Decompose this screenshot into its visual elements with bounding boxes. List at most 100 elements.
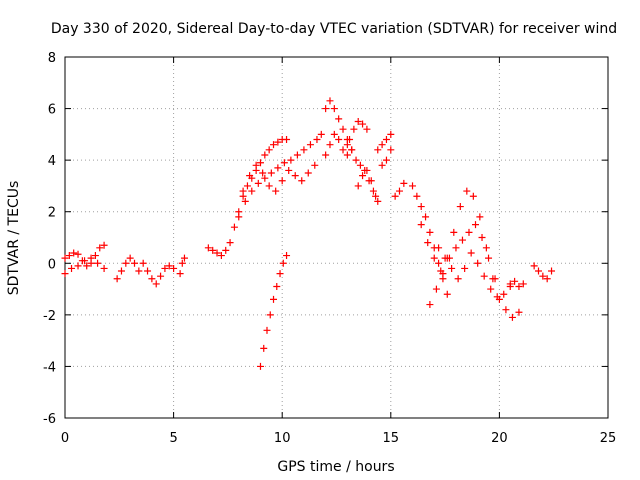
data-point <box>91 252 99 260</box>
data-point <box>276 270 284 278</box>
data-point <box>263 326 271 334</box>
data-point <box>387 146 395 154</box>
sdtvar-track-15 <box>374 130 395 154</box>
data-point <box>478 234 486 241</box>
data-point <box>300 146 308 154</box>
data-point <box>465 228 473 236</box>
data-point <box>266 311 274 319</box>
data-point <box>454 275 462 283</box>
data-point <box>539 272 547 280</box>
data-point <box>382 136 390 144</box>
data-point <box>476 213 484 221</box>
data-point <box>267 169 275 177</box>
data-point <box>435 259 443 267</box>
data-point <box>157 272 165 280</box>
data-points <box>61 97 556 370</box>
data-point <box>280 159 288 167</box>
data-point <box>387 130 395 138</box>
data-point <box>374 146 382 154</box>
y-ticks: -6 -4 -2 0 2 4 6 8 <box>43 51 608 427</box>
data-point <box>265 182 273 190</box>
sdtvar-track-12 <box>346 117 371 144</box>
data-point <box>261 174 269 182</box>
sdtvar-track-6 <box>204 136 291 260</box>
data-point <box>272 187 280 195</box>
data-point <box>426 228 434 236</box>
data-point <box>265 146 273 154</box>
data-point <box>65 252 73 260</box>
data-point <box>260 344 268 352</box>
sdtvar-track-2 <box>61 254 108 278</box>
data-point <box>122 259 130 267</box>
sdtvar-track-8 <box>239 161 319 195</box>
data-point <box>443 290 451 298</box>
data-point <box>261 151 269 159</box>
data-point <box>178 259 186 267</box>
data-point <box>139 259 147 267</box>
data-point <box>270 295 278 303</box>
data-point <box>363 166 371 174</box>
data-point <box>391 192 399 200</box>
x-tick-label: 10 <box>274 431 291 446</box>
data-point <box>543 275 551 283</box>
y-tick-label: -2 <box>43 309 56 324</box>
data-point <box>354 182 362 190</box>
data-point <box>81 257 89 265</box>
data-point <box>226 239 234 247</box>
x-tick-label: 5 <box>169 431 177 446</box>
data-point <box>61 254 69 262</box>
data-point <box>348 146 356 154</box>
x-ticks: 0 5 10 15 20 25 <box>61 57 616 446</box>
data-point <box>374 197 382 205</box>
sdtvar-track-21 <box>506 277 527 290</box>
sdtvar-track-14 <box>354 166 380 200</box>
data-point <box>298 177 306 185</box>
sdtvar-track-19 <box>426 221 499 309</box>
grid <box>65 57 608 418</box>
data-point <box>339 146 347 154</box>
data-point <box>395 187 403 195</box>
data-point <box>482 244 490 252</box>
data-point <box>274 164 282 172</box>
data-point <box>469 192 477 200</box>
data-point <box>326 141 334 149</box>
data-point <box>472 221 480 229</box>
data-point <box>458 236 466 244</box>
sdtvar-track-17 <box>409 182 451 298</box>
data-point <box>346 136 354 144</box>
data-point <box>417 203 425 211</box>
data-point <box>317 130 325 138</box>
data-point <box>176 270 184 278</box>
x-tick-label: 20 <box>491 431 508 446</box>
data-point <box>70 249 78 257</box>
data-point <box>270 141 278 149</box>
data-point <box>68 264 76 272</box>
plot-frame <box>64 56 609 419</box>
data-point <box>330 130 338 138</box>
sdtvar-track-5 <box>176 254 188 278</box>
data-point <box>463 187 471 195</box>
data-point <box>422 213 430 221</box>
data-point <box>359 120 367 128</box>
y-tick-label: 0 <box>48 257 56 272</box>
data-point <box>135 267 143 275</box>
data-point <box>519 280 527 288</box>
data-point <box>330 105 338 113</box>
data-point <box>352 156 360 164</box>
data-point <box>441 254 449 262</box>
data-point <box>356 161 364 169</box>
data-point <box>230 223 238 231</box>
data-point <box>117 267 125 275</box>
data-point <box>511 277 519 285</box>
data-point <box>417 221 425 229</box>
data-point <box>369 187 377 195</box>
data-point <box>152 280 160 288</box>
data-point <box>100 264 108 272</box>
data-point <box>382 156 390 164</box>
data-point <box>491 275 499 283</box>
data-point <box>456 203 464 211</box>
data-point <box>217 252 225 260</box>
data-point <box>372 192 380 200</box>
data-point <box>241 197 249 205</box>
data-point <box>256 362 264 370</box>
